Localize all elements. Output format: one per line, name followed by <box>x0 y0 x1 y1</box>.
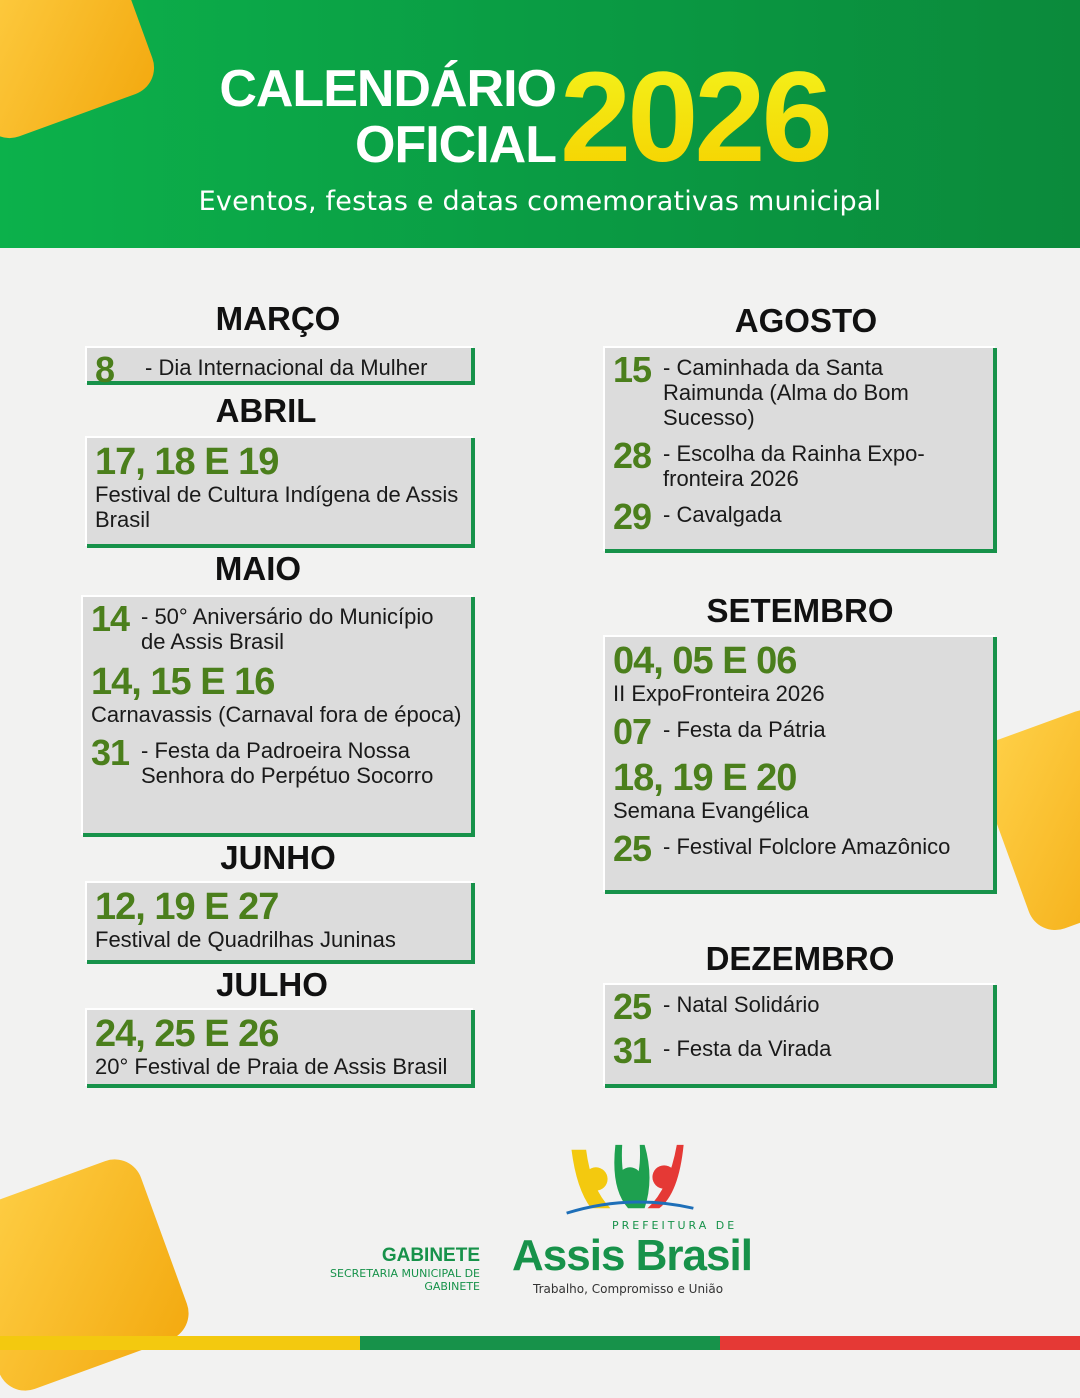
event-date: 12, 19 E 27 <box>95 886 279 928</box>
month-events-box: 25 - Natal Solidário 31 - Festa da Virada <box>605 985 997 1088</box>
event-description: - Festa da Virada <box>663 1036 832 1061</box>
event-item: 12, 19 E 27 Festival de Quadrilhas Junina… <box>95 887 463 952</box>
event-description: - Festa da Padroeira Nossa Senhora do Pe… <box>141 738 434 788</box>
event-description: - Natal Solidário <box>663 992 820 1017</box>
event-date: 04, 05 E 06 <box>613 640 797 682</box>
event-description: Festival de Cultura Indígena de Assis Br… <box>95 482 459 532</box>
event-item: 17, 18 E 19 Festival de Cultura Indígena … <box>95 442 463 532</box>
logo-name: Assis Brasil <box>512 1231 753 1280</box>
title-line-2: OFICIAL <box>355 116 557 174</box>
month-events-box: 8 - Dia Internacional da Mulher <box>87 348 475 388</box>
footer-stripe-green <box>360 1336 720 1350</box>
department-subtitle: SECRETARIA MUNICIPAL DE GABINETE <box>330 1267 480 1293</box>
month-title: JUNHO <box>220 839 336 876</box>
event-date: 31 <box>91 732 130 773</box>
event-date: 18, 19 E 20 <box>613 757 797 799</box>
logo-prefix: PREFEITURA DE <box>612 1219 738 1232</box>
month-title: ABRIL <box>215 392 317 429</box>
month-title: JULHO <box>216 966 328 1003</box>
event-description: - 50° Aniversário do Município de Assis … <box>141 604 434 654</box>
event-item: 31 - Festa da Padroeira Nossa Senhora do … <box>91 732 463 789</box>
event-description: 20° Festival de Praia de Assis Brasil <box>95 1054 448 1079</box>
event-item: 14, 15 E 16 Carnavassis (Carnaval fora de… <box>91 662 463 727</box>
event-item: 07 - Festa da Pátria <box>613 714 985 750</box>
event-date: 29 <box>613 496 652 537</box>
title-year: 2026 <box>560 46 833 189</box>
event-date: 31 <box>613 1030 652 1071</box>
event-date: 8 <box>95 349 115 390</box>
event-item: 29 - Cavalgada <box>613 499 985 535</box>
event-date: 25 <box>613 828 652 869</box>
event-date: 17, 18 E 19 <box>95 441 279 483</box>
month-events-box: 17, 18 E 19 Festival de Cultura Indígena … <box>87 438 475 548</box>
decorative-bubble-icon <box>0 1151 197 1398</box>
event-description: Semana Evangélica <box>613 798 809 823</box>
event-item: 25 - Natal Solidário <box>613 989 985 1025</box>
month-title: DEZEMBRO <box>705 940 895 977</box>
month-title: MARÇO <box>215 300 341 337</box>
event-item: 24, 25 E 26 20° Festival de Praia de Assi… <box>95 1014 463 1079</box>
event-date: 14 <box>91 598 130 639</box>
month-title: MAIO <box>214 550 302 587</box>
event-date: 15 <box>613 349 652 390</box>
event-date: 14, 15 E 16 <box>91 661 275 703</box>
footer-stripe-yellow <box>0 1336 360 1350</box>
event-date: 25 <box>613 986 652 1027</box>
month-events-box: 24, 25 E 26 20° Festival de Praia de Assi… <box>87 1010 475 1088</box>
month-events-box: 14 - 50° Aniversário do Município de Assi… <box>83 597 475 837</box>
event-description: II ExpoFronteira 2026 <box>613 681 825 706</box>
month-events-box: 04, 05 E 06 II ExpoFronteira 2026 07 - Fest… <box>605 637 997 894</box>
event-description: - Festival Folclore Amazônico <box>663 834 951 859</box>
event-item: 04, 05 E 06 II ExpoFronteira 2026 <box>613 641 985 706</box>
subtitle: Eventos, festas e datas comemorativas mu… <box>198 186 882 217</box>
event-date: 24, 25 E 26 <box>95 1013 279 1055</box>
decorative-bubble-icon <box>0 0 162 146</box>
event-item: 14 - 50° Aniversário do Município de Assi… <box>91 598 463 655</box>
event-item: 25 - Festival Folclore Amazônico <box>613 831 985 867</box>
event-item: 8 - Dia Internacional da Mulher <box>95 352 463 388</box>
event-description: - Cavalgada <box>663 502 782 527</box>
department-block: GABINETE SECRETARIA MUNICIPAL DE GABINET… <box>320 1245 480 1293</box>
logo-figures-icon <box>566 1144 694 1215</box>
event-date: 07 <box>613 711 652 752</box>
event-item: 31 - Festa da Virada <box>613 1033 985 1069</box>
month-title: AGOSTO <box>734 302 878 339</box>
header-banner: CALENDÁRIO OFICIAL 2026 Eventos, festas … <box>0 0 1080 248</box>
event-item: 18, 19 E 20 Semana Evangélica <box>613 758 985 823</box>
event-date: 28 <box>613 435 652 476</box>
event-item: 28 - Escolha da Rainha Expo-fronteira 202… <box>613 435 985 492</box>
title-line-1: CALENDÁRIO <box>219 60 557 118</box>
event-description: - Caminhada da Santa Raimunda (Alma do B… <box>663 355 909 430</box>
event-description: Carnavassis (Carnaval fora de época) <box>91 702 462 727</box>
event-description: - Festa da Pátria <box>663 717 826 742</box>
event-description: Festival de Quadrilhas Juninas <box>95 927 396 952</box>
event-description: - Escolha da Rainha Expo-fronteira 2026 <box>663 441 925 491</box>
month-events-box: 15 - Caminhada da Santa Raimunda (Alma do… <box>605 348 997 553</box>
event-description: - Dia Internacional da Mulher <box>145 355 428 380</box>
logo-tagline: Trabalho, Compromisso e União <box>533 1282 724 1296</box>
month-events-box: 12, 19 E 27 Festival de Quadrilhas Junina… <box>87 883 475 964</box>
event-item: 15 - Caminhada da Santa Raimunda (Alma do… <box>613 349 985 431</box>
footer-stripe-red <box>720 1336 1080 1350</box>
month-title: SETEMBRO <box>706 592 894 629</box>
department-title: GABINETE <box>381 1245 480 1266</box>
